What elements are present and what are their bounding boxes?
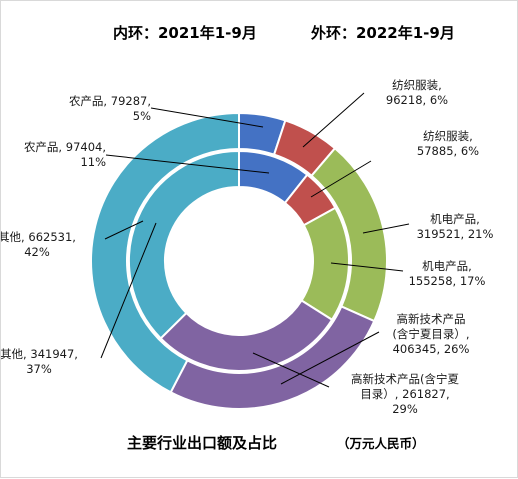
leader-line [330,262,404,272]
inner-label-line: 目录）, 261827, [360,387,449,401]
leader-line [104,220,144,240]
inner-label-line: 29% [392,402,418,416]
inner-label-line: 高新技术产品(含宁夏 [351,372,459,386]
leader-line [280,331,380,385]
outer-slice-other [90,111,240,394]
leader-line [310,160,372,198]
leader-line [302,92,365,148]
leader-line [252,352,330,388]
outer-label-line: 高新技术产品 [397,312,466,326]
leader-line [362,223,410,234]
inner-slice-other [128,149,240,340]
outer-label-line: 农产品, 79287, [69,94,151,108]
inner-label-agri: 农产品, 97404, 11% [24,140,106,169]
inner-label-line: 机电产品, [422,259,472,273]
inner-label-other: 其他, 341947, 37% [1,347,78,376]
inner-label-hitech: 高新技术产品(含宁夏目录）, 261827, 29% [351,372,459,416]
outer-label-line: 96218, 6% [386,93,448,107]
leader-lines [100,92,410,388]
outer-label-line: 其他, 662531, [1,230,76,244]
inner-label-line: 纺织服装, [423,129,473,143]
inner-label-line: 57885, 6% [417,144,479,158]
inner-label-line: 其他, 341947, [1,347,78,361]
outer-label-line: 319521, 21% [417,227,494,241]
inner-label-line: 155258, 17% [409,274,486,288]
data-labels: 农产品, 79287, 5%纺织服装, 96218, 6%机电产品, 319521, … [1,78,493,416]
outer-label-line: 406345, 26% [393,342,470,356]
inner-label-line: 农产品, 97404, [24,140,106,154]
outer-label-hitech: 高新技术产品(含宁夏目录）, 406345, 26% [392,312,469,356]
outer-label-agri: 农产品, 79287, 5% [69,94,151,123]
outer-label-line: (含宁夏目录）, [392,327,469,341]
inner-ring-header: 内环：2021年1-9月 [113,24,257,42]
inner-label-line: 37% [26,362,52,376]
outer-ring-header: 外环：2022年1-9月 [310,24,455,42]
inner-label-mech-elec: 机电产品, 155258, 17% [409,259,486,288]
slices-group [90,111,388,410]
outer-label-textile: 纺织服装, 96218, 6% [386,78,448,107]
leader-line [100,222,157,359]
outer-label-line: 5% [133,109,151,123]
inner-label-line: 11% [80,155,106,169]
outer-label-line: 纺织服装, [392,78,442,92]
outer-label-line: 42% [24,245,50,259]
leader-line [150,107,264,128]
unit-label: （万元人民币） [337,436,425,451]
outer-label-mech-elec: 机电产品, 319521, 21% [417,212,494,241]
outer-label-line: 机电产品, [430,212,480,226]
chart-title: 主要行业出口额及占比 [127,434,277,452]
outer-label-other: 其他, 662531, 42% [1,230,76,259]
leader-line [105,154,270,174]
inner-label-textile: 纺织服装, 57885, 6% [417,129,479,158]
